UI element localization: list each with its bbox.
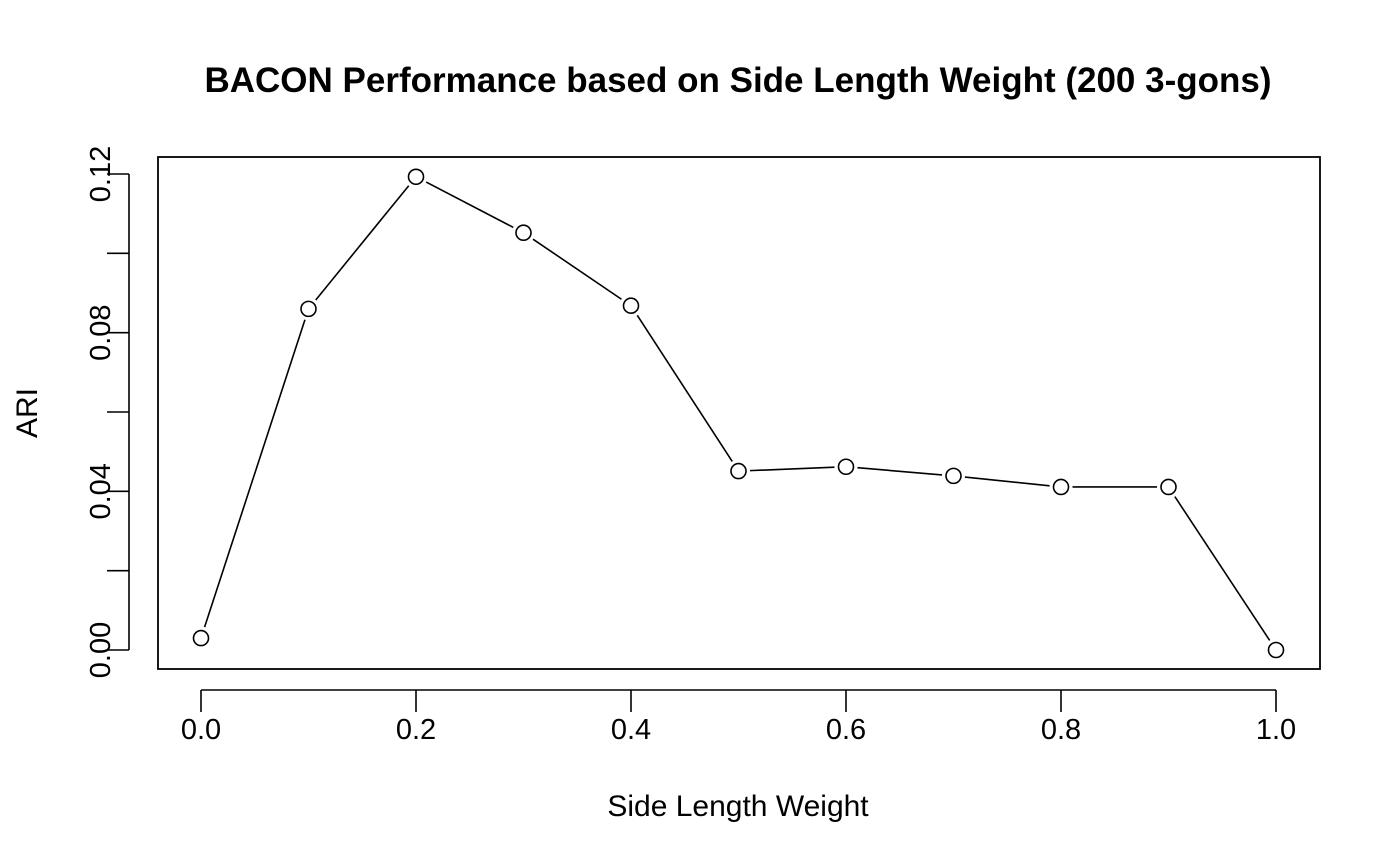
x-tick-label: 1.0 — [1256, 714, 1296, 746]
x-tick-label: 0.6 — [826, 714, 866, 746]
data-point — [192, 629, 210, 647]
series-segment — [964, 476, 1050, 487]
y-tick-label: 0.00 — [85, 622, 117, 678]
x-tick-label: 0.2 — [396, 714, 436, 746]
data-point — [730, 462, 747, 480]
data-point — [1160, 478, 1177, 496]
data-point — [407, 168, 425, 186]
data-point — [622, 297, 640, 314]
series-segment — [315, 185, 410, 301]
x-axis: 0.0 0.2 0.4 0.6 0.8 1.0 — [181, 689, 1296, 746]
y-tick-label: 0.04 — [85, 463, 117, 519]
series-lines — [203, 181, 1271, 641]
x-tick-label: 0.4 — [611, 714, 651, 746]
plot-area-box — [157, 156, 1321, 670]
series-segment — [636, 314, 733, 462]
series-segment — [749, 466, 835, 472]
data-point — [515, 224, 532, 242]
x-axis-label: Side Length Weight — [607, 790, 869, 823]
data-point — [837, 458, 855, 476]
chart-title: BACON Performance based on Side Length W… — [204, 61, 1271, 100]
series-segment — [203, 319, 306, 628]
series-segment — [425, 181, 514, 229]
series-segment — [1174, 496, 1271, 641]
x-tick-label: 0.8 — [1041, 714, 1081, 746]
y-tick-label: 0.08 — [85, 304, 117, 360]
y-tick-label: 0.12 — [85, 146, 117, 202]
series-segment — [857, 466, 943, 476]
data-point — [945, 467, 962, 485]
y-axis-label: ARI — [11, 388, 44, 438]
series-points — [192, 168, 1285, 659]
data-point — [1052, 478, 1070, 496]
series-segment — [532, 238, 622, 300]
data-point — [300, 300, 317, 318]
data-point — [1267, 641, 1285, 659]
y-axis: 0.00 0.04 0.08 0.12 — [85, 146, 130, 678]
x-tick-label: 0.0 — [181, 714, 221, 746]
